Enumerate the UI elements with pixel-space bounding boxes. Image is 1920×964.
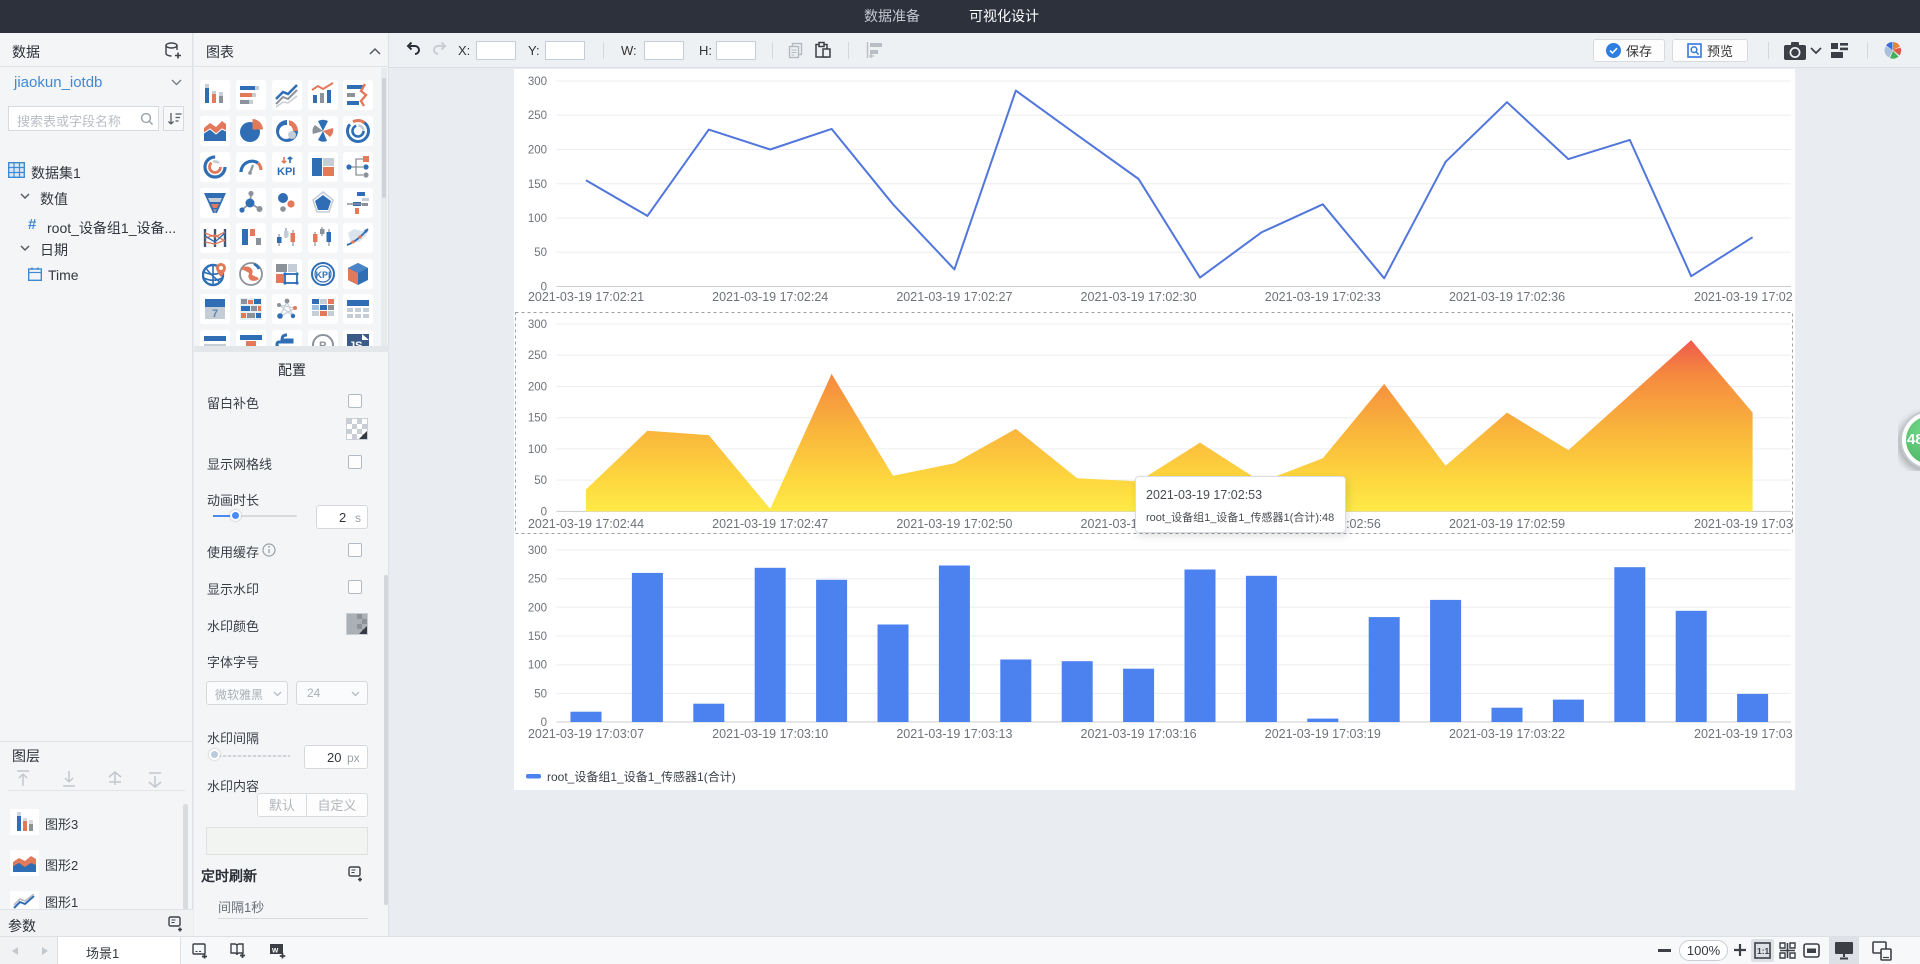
svg-text:2021-03-19 17:03:16: 2021-03-19 17:03:16: [1081, 727, 1197, 741]
svg-text:2021-03-19 17:02:47: 2021-03-19 17:02:47: [712, 517, 828, 531]
svg-text:50: 50: [534, 247, 547, 259]
svg-text:300: 300: [528, 545, 547, 557]
svg-text:2021-03-19 17:03:07: 2021-03-19 17:03:07: [528, 727, 644, 741]
svg-text:2021-03-19 17:02:21: 2021-03-19 17:02:21: [528, 290, 644, 304]
svg-text:0: 0: [541, 506, 547, 518]
svg-text:2021-03-19 17:02:50: 2021-03-19 17:02:50: [896, 517, 1012, 531]
svg-text:1:1: 1:1: [1757, 946, 1770, 956]
svg-text:250: 250: [528, 350, 547, 362]
svg-text:150: 150: [528, 413, 547, 425]
svg-text:2021-03-19 17:02:30: 2021-03-19 17:02:30: [1081, 290, 1197, 304]
svg-text:KPI: KPI: [316, 270, 331, 280]
svg-text:root_设备组1_设备1_传感器1(合计): root_设备组1_设备1_传感器1(合计): [547, 769, 736, 784]
svg-text:P: P: [319, 340, 326, 346]
svg-text:2021-03-19 17:02:24: 2021-03-19 17:02:24: [712, 290, 828, 304]
svg-text:250: 250: [528, 574, 547, 586]
svg-text:2021-03-19 17:03: 2021-03-19 17:03: [1694, 517, 1793, 531]
svg-text:2021-03-19 17:03: 2021-03-19 17:03: [1694, 727, 1793, 741]
svg-text:2021-03-19 17:02:27: 2021-03-19 17:02:27: [896, 290, 1012, 304]
svg-text:150: 150: [528, 631, 547, 643]
svg-text:7: 7: [212, 308, 218, 320]
svg-text:2021-03-19 17:02: 2021-03-19 17:02: [1694, 290, 1793, 304]
svg-text:50: 50: [534, 688, 547, 700]
svg-text:KPI: KPI: [277, 166, 295, 178]
svg-text:50: 50: [534, 475, 547, 487]
svg-text:2021-03-19 17:02:33: 2021-03-19 17:02:33: [1265, 290, 1381, 304]
svg-text:w: w: [271, 946, 279, 955]
svg-text:300: 300: [528, 319, 547, 331]
svg-text:200: 200: [528, 145, 547, 157]
svg-text:0: 0: [541, 717, 547, 729]
svg-text:2021-03-19 17:03:10: 2021-03-19 17:03:10: [712, 727, 828, 741]
svg-text:2021-03-19 17:02:59: 2021-03-19 17:02:59: [1449, 517, 1565, 531]
svg-text:2021-03-19 17:03:19: 2021-03-19 17:03:19: [1265, 727, 1381, 741]
svg-text:250: 250: [528, 110, 547, 122]
svg-text:100: 100: [528, 660, 547, 672]
svg-text:100: 100: [528, 213, 547, 225]
svg-text:2021-03-19 17:03:22: 2021-03-19 17:03:22: [1449, 727, 1565, 741]
svg-text:200: 200: [528, 602, 547, 614]
svg-text:2021-03-19 17:02:36: 2021-03-19 17:02:36: [1449, 290, 1565, 304]
svg-text:100: 100: [528, 444, 547, 456]
svg-text:300: 300: [528, 76, 547, 88]
svg-text:2021-03-19 17:02:44: 2021-03-19 17:02:44: [528, 517, 644, 531]
svg-text:150: 150: [528, 179, 547, 191]
svg-text:0: 0: [541, 282, 547, 294]
svg-text:JS: JS: [349, 340, 362, 346]
svg-text:2021-03-19 17:03:13: 2021-03-19 17:03:13: [896, 727, 1012, 741]
svg-text:200: 200: [528, 382, 547, 394]
